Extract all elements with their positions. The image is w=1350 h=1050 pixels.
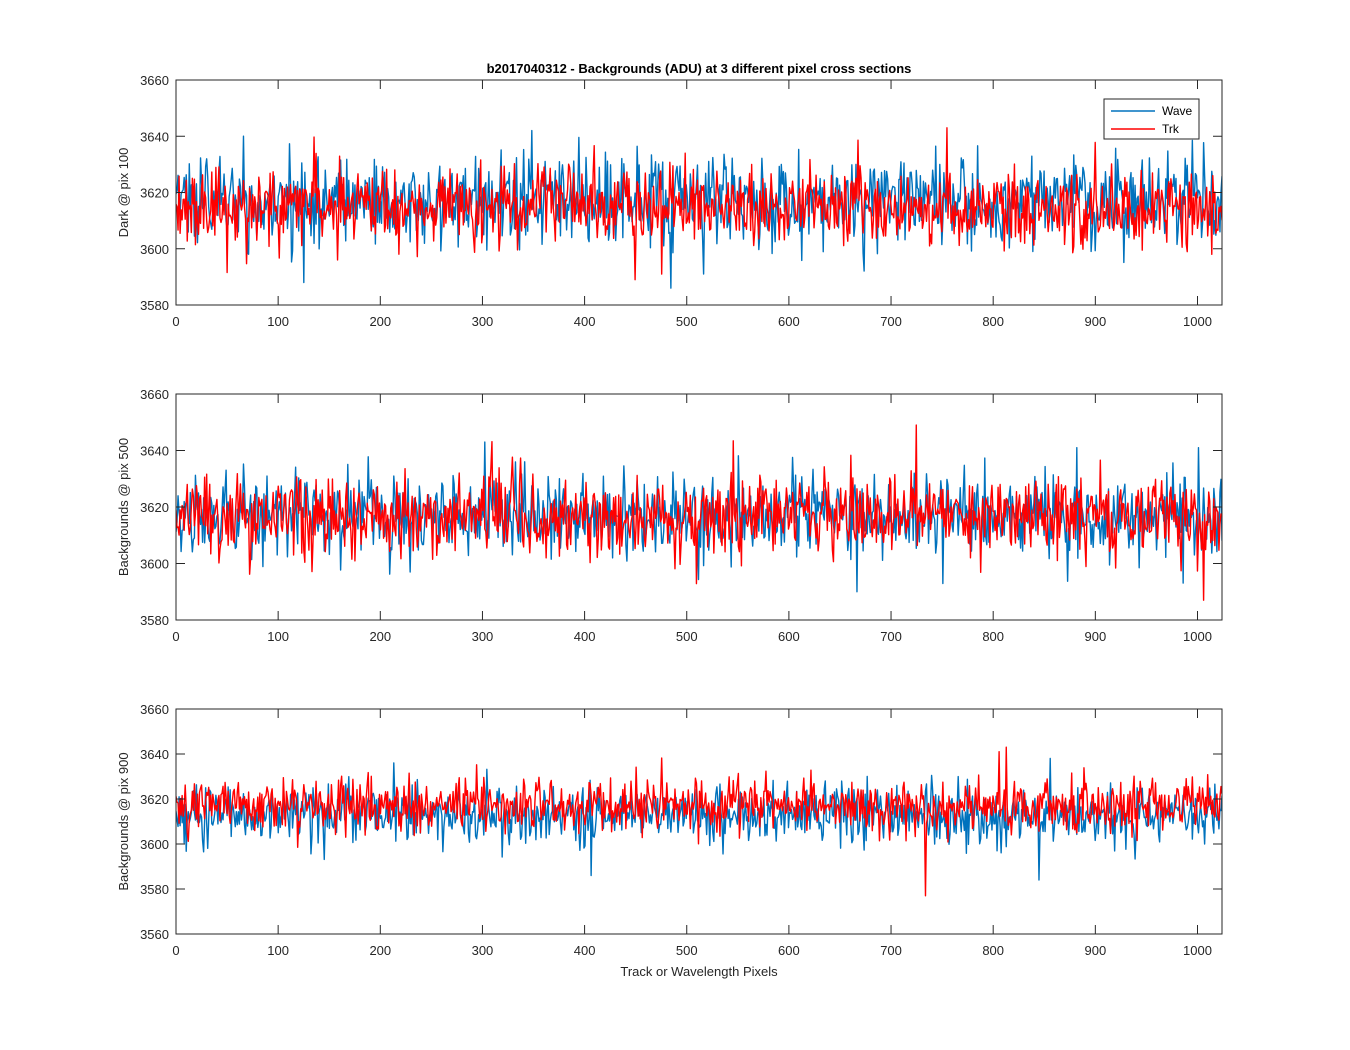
y-axis-label: Dark @ pix 100 [116,148,131,238]
x-tick-label: 500 [676,629,698,644]
y-tick-label: 3600 [140,242,169,257]
series-line-trk [176,424,1222,601]
x-tick-label: 200 [369,629,391,644]
x-tick-label: 600 [778,629,800,644]
y-tick-label: 3660 [140,387,169,402]
y-tick-label: 3660 [140,73,169,88]
legend-label-trk: Trk [1162,122,1180,136]
legend-label-wave: Wave [1162,104,1193,118]
y-tick-label: 3600 [140,837,169,852]
x-tick-label: 200 [369,314,391,329]
series-line-trk [176,746,1222,897]
subplots: 0 100 200 300 400 500 600 700 800 900 100035803600… [116,73,1223,958]
y-tick-label: 3640 [140,444,169,459]
legend-box [1103,98,1200,140]
x-tick-label: 700 [880,314,902,329]
x-tick-label: 700 [880,943,902,958]
y-axis-label: Backgrounds @ pix 500 [116,438,131,576]
y-tick-label: 3600 [140,557,169,572]
y-tick-label: 3620 [140,186,169,201]
x-tick-label: 900 [1084,314,1106,329]
x-tick-label: 800 [982,943,1004,958]
x-tick-label: 400 [574,629,596,644]
y-axis-label: Backgrounds @ pix 900 [116,752,131,890]
x-tick-label: 900 [1084,629,1106,644]
x-tick-label: 600 [778,943,800,958]
x-tick-label: 500 [676,314,698,329]
y-tick-label: 3620 [140,792,169,807]
x-tick-label: 100 [267,629,289,644]
x-tick-label: 800 [982,629,1004,644]
y-tick-label: 3640 [140,129,169,144]
y-tick-label: 3560 [140,927,169,942]
series-line-trk [176,127,1222,281]
x-tick-label: 300 [472,629,494,644]
x-tick-label: 1000 [1183,314,1212,329]
x-tick-label: 500 [676,943,698,958]
x-tick-label: 600 [778,314,800,329]
x-tick-label: 1000 [1183,629,1212,644]
chart-title: b2017040312 - Backgrounds (ADU) at 3 dif… [487,61,912,76]
y-tick-label: 3580 [140,882,169,897]
x-tick-label: 400 [574,314,596,329]
y-tick-label: 3580 [140,613,169,628]
subplot-3: 0 100 200 300 400 500 600 700 800 900 1000 3560 3580… [116,702,1223,958]
plot-area [176,424,1222,601]
x-tick-label: 300 [472,943,494,958]
x-tick-label: 800 [982,314,1004,329]
x-tick-label: 700 [880,629,902,644]
plot-area [176,127,1222,289]
x-tick-label: 400 [574,943,596,958]
x-tick-label: 200 [369,943,391,958]
legend: Wave Trk [1103,98,1200,140]
x-tick-label: 0 [172,629,179,644]
subplot-2: 0 100 200 300 400 500 600 700 800 900 1000 3580 3600… [116,387,1223,644]
x-tick-label: 100 [267,943,289,958]
y-tick-label: 3640 [140,747,169,762]
y-tick-label: 3660 [140,702,169,717]
x-tick-label: 900 [1084,943,1106,958]
x-tick-label: 1000 [1183,943,1212,958]
axes-box [175,708,1223,935]
x-tick-label: 0 [172,943,179,958]
y-tick-label: 3580 [140,298,169,313]
x-tick-label: 300 [472,314,494,329]
plot-area [176,746,1222,897]
x-axis-label: Track or Wavelength Pixels [620,964,778,979]
x-tick-label: 0 [172,314,179,329]
y-tick-label: 3620 [140,500,169,515]
x-tick-label: 100 [267,314,289,329]
subplot-1: 0 100 200 300 400 500 600 700 800 900 1000 3580 3600… [116,73,1223,329]
